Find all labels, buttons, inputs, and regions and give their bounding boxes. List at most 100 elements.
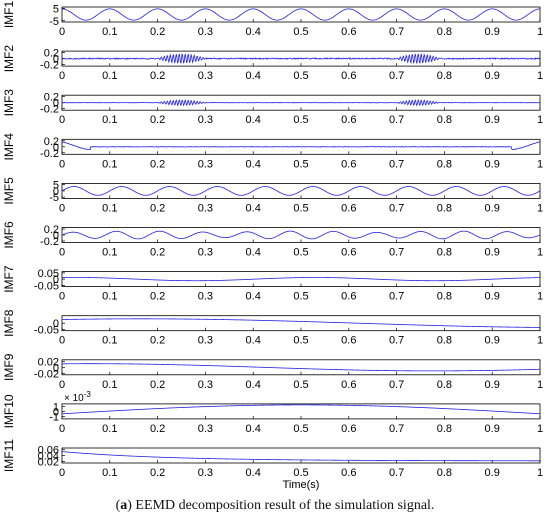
imf5-xtick-label-3: 0.3 [198,202,213,214]
imf2-xtick-label-4: 0.4 [246,70,261,82]
imf3-xtick-label-9: 0.9 [485,114,500,126]
imf7-series-line [61,277,540,282]
imf10-xtick-label-6: 0.6 [341,423,356,435]
imf2-ylabel: IMF2 [2,45,16,73]
imf10-ytick-label-0: 1 [53,401,59,413]
imf8-xtick-label-6: 0.6 [341,335,356,347]
imf8-series-line [61,318,540,328]
imf4-ytick-label-1: 0 [53,142,59,154]
imf11-ylabel: IMF11 [2,439,16,472]
imf11-xtick-label-4: 0.4 [246,467,261,479]
imf3-xtick-label-2: 0.2 [150,114,165,126]
imf3-xtick-label-3: 0.3 [198,114,213,126]
imf6-xtick-label-8: 0.8 [437,247,452,259]
imf4-ytick-label-2: -0.2 [40,148,59,160]
imf2-xtick-label-5: 0.5 [293,70,308,82]
imf3-xtick-label-0: 0 [59,114,65,126]
imf5-series-line [61,186,541,196]
imf8-ytick-label-1: -0.05 [34,324,59,336]
imf9-xtick-label-1: 0.1 [102,379,117,391]
imf8-xtick-label-10: 1 [537,335,543,347]
imf4-series-line [61,141,541,151]
imf1-xtick-label-10: 1 [537,26,543,38]
imf8-xtick-label-8: 0.8 [437,335,452,347]
imf11-ytick-label-1: 0.04 [38,451,59,463]
imf6-xtick-label-4: 0.4 [246,247,261,259]
imf5-xtick-label-2: 0.2 [150,202,165,214]
imf9-series-line [62,363,541,372]
imf8-xtick-label-4: 0.4 [246,335,261,347]
imf4-xtick-label-3: 0.3 [198,158,213,170]
imf1-ytick-label-0: 5 [53,3,59,15]
imf3-xtick-label-8: 0.8 [437,114,452,126]
imf3-ylabel: IMF3 [2,89,16,117]
imf6-ytick-label-2: -0.2 [40,236,59,248]
imf7-xtick-label-1: 0.1 [102,291,117,303]
imf4-xtick-label-5: 0.5 [293,158,308,170]
imf10-xtick-label-8: 0.8 [437,423,452,435]
imf5-ylabel: IMF5 [2,177,16,205]
imf11-series-line [61,451,540,462]
imf9-xtick-label-3: 0.3 [198,379,213,391]
imf5-ytick-label-0: 5 [53,180,59,192]
imf5-xtick-label-0: 0 [59,202,65,214]
imf11-xtick-label-0: 0 [59,467,65,479]
imf2-xtick-label-3: 0.3 [198,70,213,82]
imf8-xtick-label-7: 0.7 [389,335,404,347]
imf1-xtick-label-4: 0.4 [246,26,261,38]
imf4-xtick-label-4: 0.4 [246,158,261,170]
imf11-xtick-label-3: 0.3 [198,467,213,479]
imf7-ylabel: IMF7 [2,265,16,293]
imf5-xtick-label-1: 0.1 [102,202,117,214]
imf9-xtick-label-10: 1 [537,379,543,391]
imf10-series-line [61,404,541,415]
imf3-xtick-label-4: 0.4 [246,114,261,126]
imf7-xtick-label-2: 0.2 [150,291,165,303]
imf5-ytick-label-2: -5 [49,192,59,204]
imf3-ytick-label-0: 0.2 [44,92,59,104]
imf7-ytick-label-2: -0.05 [34,280,59,292]
imf11-xtick-label-1: 0.1 [102,467,117,479]
imf3-xtick-label-10: 1 [537,114,543,126]
imf2-xtick-label-7: 0.7 [389,70,404,82]
imf1-xtick-label-1: 0.1 [102,26,117,38]
imf1-ylabel: IMF1 [2,1,16,29]
imf1-ytick-label-1: -5 [49,16,59,28]
imf1-xtick-label-7: 0.7 [389,26,404,38]
imf4-ytick-label-0: 0.2 [44,136,59,148]
imf1-series-line [61,8,541,21]
imf2-xtick-label-1: 0.1 [102,70,117,82]
caption-text: EEMD decomposition result of the simulat… [131,498,435,513]
imf2-xtick-label-10: 1 [537,70,543,82]
imf6-xtick-label-0: 0 [59,247,65,259]
imf10-ytick-label-1: 0 [53,406,59,418]
imf1-xtick-label-2: 0.2 [150,26,165,38]
imf3-series-line [61,98,541,107]
imf11-ytick-label-0: 0.06 [38,445,59,457]
imf2-ytick-label-1: 0 [53,54,59,66]
imf9-ytick-label-2: -0.02 [34,368,59,380]
imf11-xtick-label-9: 0.9 [485,467,500,479]
imf9-ytick-label-1: 0 [53,362,59,374]
imf2-xtick-label-8: 0.8 [437,70,452,82]
imf10-ytick-label-2: -1 [49,411,59,423]
imf5-xtick-label-9: 0.9 [485,202,500,214]
imf9-xtick-label-7: 0.7 [389,379,404,391]
imf9-xtick-label-6: 0.6 [341,379,356,391]
imf4-ylabel: IMF4 [2,133,16,161]
imf6-xtick-label-1: 0.1 [102,247,117,259]
imf6-xtick-label-6: 0.6 [341,247,356,259]
imf2-xtick-label-6: 0.6 [341,70,356,82]
imf8-xtick-label-2: 0.2 [150,335,165,347]
imf6-xtick-label-7: 0.7 [389,247,404,259]
imf1-xtick-label-5: 0.5 [293,26,308,38]
imf10-xtick-label-5: 0.5 [293,423,308,435]
imf2-ytick-label-2: -0.2 [40,60,59,72]
imf3-xtick-label-1: 0.1 [102,114,117,126]
imf1-xtick-label-8: 0.8 [437,26,452,38]
imf3-ytick-label-1: 0 [53,98,59,110]
imf7-xtick-label-9: 0.9 [485,291,500,303]
imf9-xtick-label-5: 0.5 [293,379,308,391]
imf5-xtick-label-4: 0.4 [246,202,261,214]
imf3-ytick-label-2: -0.2 [40,104,59,116]
